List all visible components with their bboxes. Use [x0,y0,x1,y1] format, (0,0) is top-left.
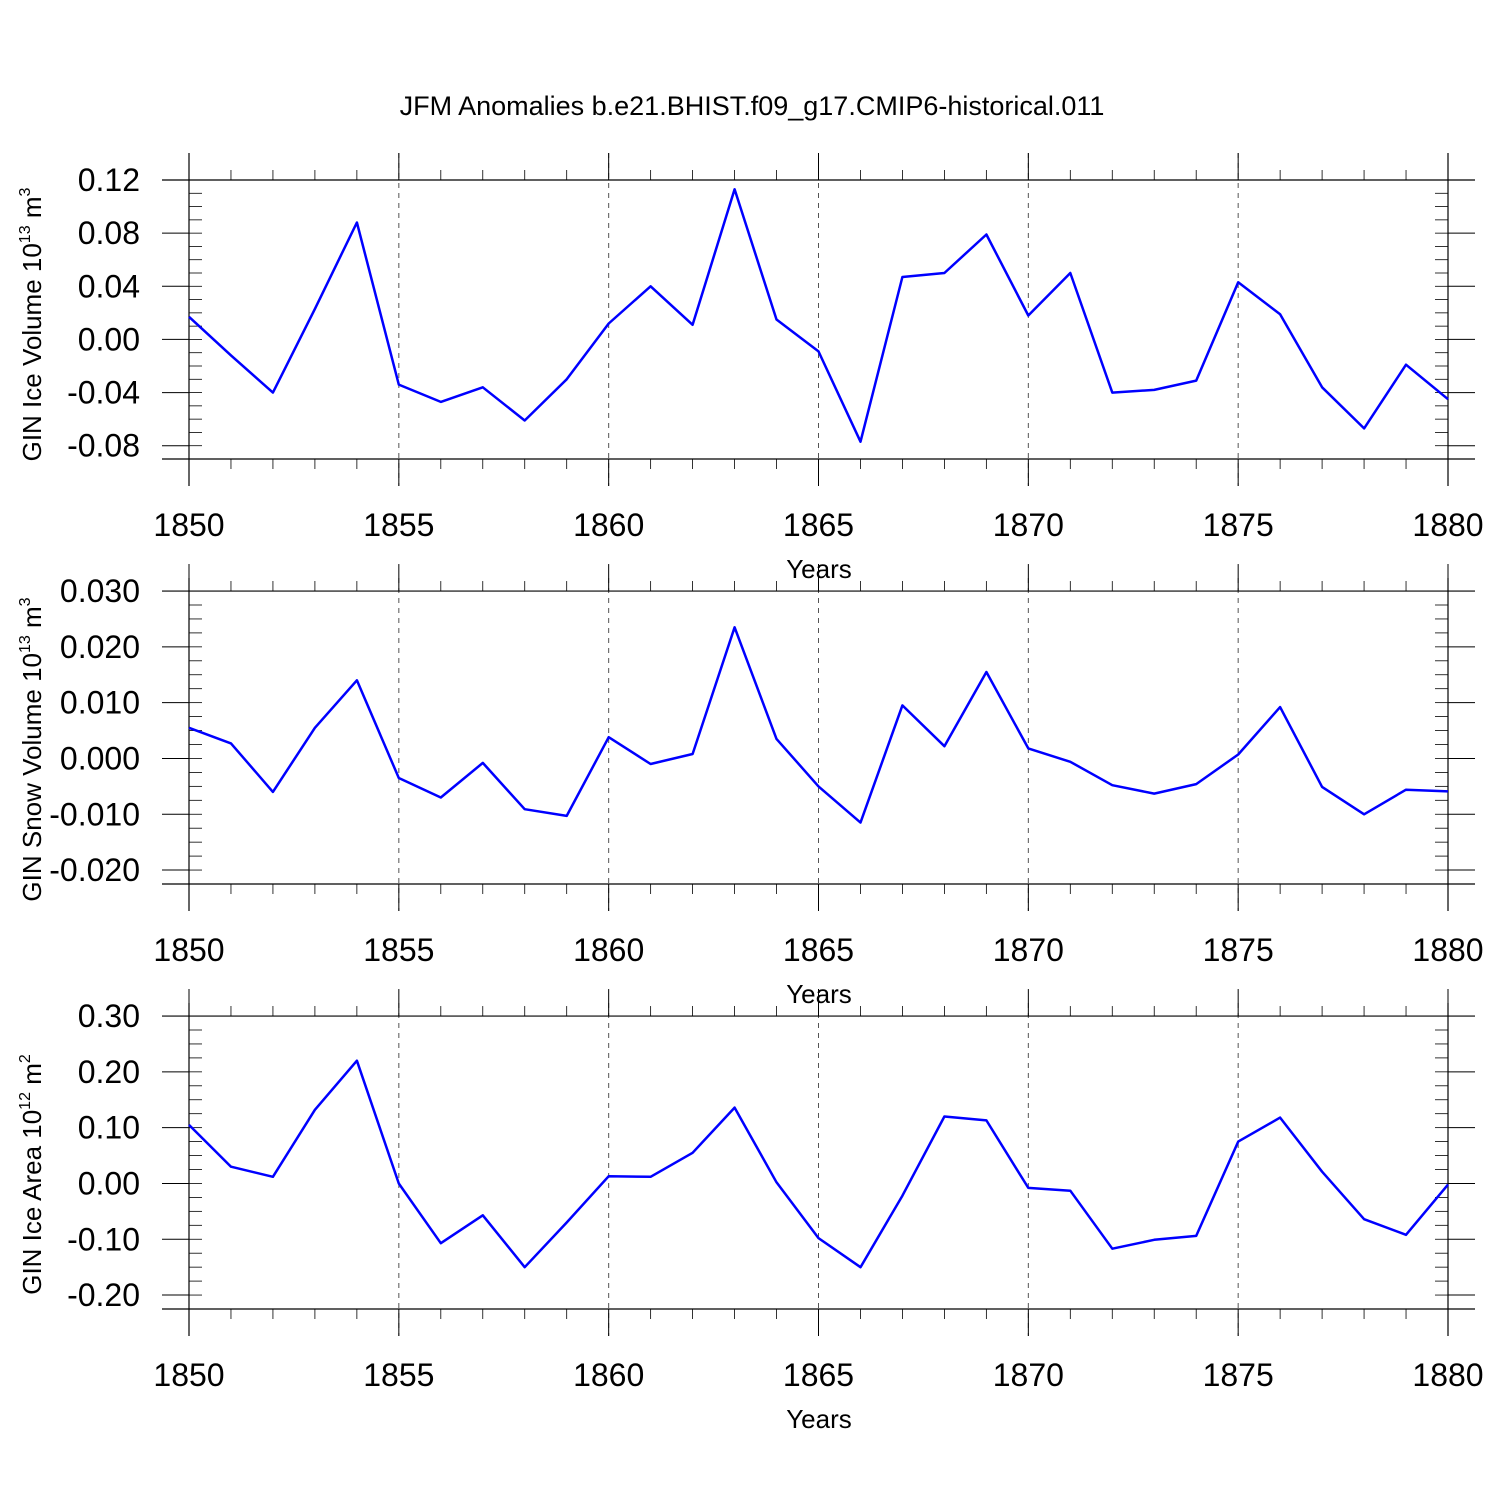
y-tick-label: 0.020 [60,629,140,665]
y-tick-label: 0.30 [78,998,140,1034]
x-tick-label: 1870 [993,1357,1064,1393]
y-tick-label: -0.04 [67,375,140,411]
y-tick-label: -0.010 [49,796,140,832]
series-line [188,188,1449,443]
x-tick-label: 1865 [783,932,854,968]
x-tick-label: 1860 [573,1357,644,1393]
x-tick-label: 1880 [1412,1357,1483,1393]
y-tick-label: 0.08 [78,215,140,251]
y-tick-label: 0.000 [60,740,140,776]
y-tick-label: 0.20 [78,1054,140,1090]
x-tick-label: 1860 [573,507,644,543]
x-tick-label: 1850 [153,507,224,543]
y-tick-label: -0.10 [67,1221,140,1257]
x-tick-label: 1870 [993,932,1064,968]
series-line [188,1059,1449,1269]
x-tick-label: 1880 [1412,507,1483,543]
y-tick-label: 0.12 [78,162,140,198]
x-tick-label: 1880 [1412,932,1483,968]
y-tick-label: -0.08 [67,428,140,464]
y-tick-label: 0.010 [60,685,140,721]
x-tick-label: 1865 [783,507,854,543]
y-tick-label: 0.00 [78,321,140,357]
y-tick-label: 0.10 [78,1110,140,1146]
x-tick-label: 1855 [363,507,434,543]
series-line [188,626,1449,824]
y-tick-label: 0.00 [78,1165,140,1201]
panel-1: -0.08 -0.04 0.00 0.04 0.08 0.12 1850 1855 1860 18… [17,153,1484,584]
panel-2: -0.020 -0.010 0.000 0.010 0.020 0.030 1850 1855… [17,564,1484,1009]
x-tick-label: 1850 [153,932,224,968]
x-tick-label: 1875 [1203,507,1274,543]
panel-3: -0.20 -0.10 0.00 0.10 0.20 0.30 1850 1855 1860 18… [17,989,1484,1434]
y-axis-title: GIN Ice Area 1012 m2 [17,1054,47,1295]
x-tick-label: 1870 [993,507,1064,543]
chart-title: JFM Anomalies b.e21.BHIST.f09_g17.CMIP6-… [400,91,1105,121]
y-axis-title: GIN Ice Volume 1013 m3 [17,187,47,461]
x-tick-label: 1875 [1203,1357,1274,1393]
x-tick-label: 1855 [363,1357,434,1393]
x-axis-title: Years [786,1404,852,1434]
x-tick-label: 1850 [153,1357,224,1393]
y-tick-label: -0.20 [67,1277,140,1313]
y-tick-label: 0.04 [78,268,140,304]
x-tick-label: 1860 [573,932,644,968]
x-tick-label: 1855 [363,932,434,968]
x-tick-label: 1875 [1203,932,1274,968]
y-tick-label: 0.030 [60,573,140,609]
y-tick-label: -0.020 [49,852,140,888]
y-axis-title: GIN Snow Volume 1013 m3 [17,597,47,901]
chart-panels: -0.08 -0.04 0.00 0.04 0.08 0.12 1850 1855 1860 18… [17,153,1484,1434]
x-tick-label: 1865 [783,1357,854,1393]
